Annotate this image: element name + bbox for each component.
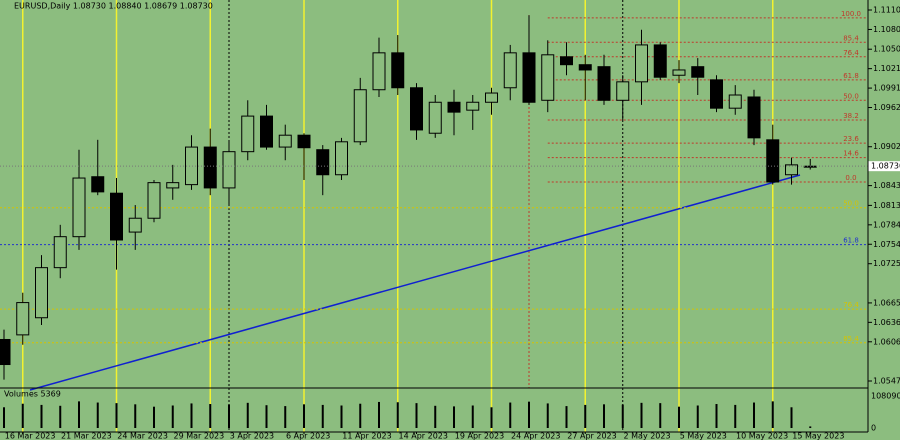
candle-body <box>147 182 161 219</box>
y-tick-label: 1.07840 <box>873 220 900 229</box>
candle-body <box>522 52 536 103</box>
y-tick-label: 1.10505 <box>873 45 900 54</box>
trendline <box>29 174 801 391</box>
candle-body <box>91 176 105 193</box>
y-tick-label: 1.09915 <box>873 84 900 93</box>
y-tick-label: 1.08435 <box>873 181 900 190</box>
candle-body <box>0 338 11 366</box>
x-tick-label: 27 Apr 2023 <box>567 432 616 440</box>
candle-body <box>166 182 180 189</box>
fib-label: 61.8 <box>843 237 859 245</box>
x-tick-label: 19 Apr 2023 <box>455 432 504 440</box>
fib-label: 0.0 <box>845 174 856 182</box>
chart-title: EURUSD,Daily 1.08730 1.08840 1.08679 1.0… <box>14 2 213 11</box>
candle-body <box>35 267 48 319</box>
x-tick-label: 10 May 2023 <box>736 432 788 440</box>
y-tick-label: 1.10805 <box>873 25 900 34</box>
fib-label: 76.4 <box>843 301 859 309</box>
candle-body <box>278 134 292 148</box>
fib-label: 76.4 <box>843 49 859 57</box>
volume-title: Volumes 5369 <box>4 390 61 399</box>
candle-body <box>335 141 348 176</box>
x-tick-label: 21 Mar 2023 <box>61 432 112 440</box>
fib-label: 23.6 <box>843 135 859 143</box>
x-tick-label: 6 Apr 2023 <box>286 432 330 440</box>
candle-body <box>353 89 367 143</box>
candle-body <box>691 66 705 78</box>
candle-body <box>391 52 405 89</box>
y-tick-label: 1.10210 <box>873 64 900 73</box>
y-tick-label: 1.05470 <box>873 377 900 386</box>
candle-body <box>672 69 686 76</box>
candle-body <box>260 115 273 148</box>
fib-label: 85.4 <box>843 335 859 343</box>
x-tick-label: 5 May 2023 <box>680 432 727 440</box>
candle-body <box>503 52 517 89</box>
candle-body <box>110 192 123 241</box>
x-tick-label: 24 Mar 2023 <box>117 432 168 440</box>
candle-body <box>728 94 742 109</box>
fib-label: 85.4 <box>843 34 859 42</box>
candle-body <box>653 44 667 78</box>
x-tick-label: 24 Apr 2023 <box>511 432 560 440</box>
candle-body <box>597 66 611 101</box>
candle-body <box>297 134 311 149</box>
x-tick-label: 14 Apr 2023 <box>399 432 448 440</box>
candle-body <box>185 146 198 186</box>
candle-body <box>203 146 217 189</box>
candle-body <box>541 54 555 101</box>
candle-body <box>560 56 573 66</box>
candle-body <box>128 217 142 233</box>
current-price-box <box>868 161 900 172</box>
current-price-label: 1.08730 <box>871 162 900 171</box>
y-tick-label: 1.07250 <box>873 259 900 268</box>
y-tick-label: 1.06065 <box>873 337 900 346</box>
candle-body <box>53 236 67 269</box>
fib-label: 38.2 <box>843 112 859 120</box>
candle-body <box>241 115 255 153</box>
x-tick-label: 15 May 2023 <box>792 432 844 440</box>
candle-body <box>372 52 386 91</box>
candle-body <box>485 92 498 103</box>
candle-body <box>466 101 480 111</box>
fib-label: 14.6 <box>843 150 859 158</box>
volume-tick-label: 108090 <box>871 392 900 401</box>
candle-body <box>16 302 30 336</box>
x-tick-label: 29 Mar 2023 <box>174 432 225 440</box>
y-tick-label: 1.08135 <box>873 201 900 210</box>
fib-label: 61.8 <box>843 72 859 80</box>
candle-body <box>578 64 592 71</box>
y-tick-label: 1.06360 <box>873 318 900 327</box>
y-tick-label: 1.11100 <box>873 6 900 15</box>
y-tick-label: 1.09025 <box>873 142 900 151</box>
volume-tick-label: 0 <box>871 424 876 433</box>
candle-body <box>785 164 798 176</box>
candle-body <box>747 96 761 139</box>
candle-body <box>316 149 330 176</box>
y-tick-label: 1.09620 <box>873 103 900 112</box>
fib-label: 50.0 <box>843 92 859 100</box>
fib-label: 50.0 <box>843 200 859 208</box>
candle-body <box>447 101 461 113</box>
candle-body <box>428 101 442 134</box>
fib-label: 100.0 <box>841 10 861 18</box>
candle-body <box>222 151 236 189</box>
x-tick-label: 16 Mar 2023 <box>5 432 56 440</box>
x-tick-label: 2 May 2023 <box>624 432 671 440</box>
candle-body <box>710 79 723 109</box>
y-tick-label: 1.07545 <box>873 240 900 249</box>
candle-body <box>635 44 648 83</box>
candle-body <box>766 139 780 183</box>
x-tick-label: 11 Apr 2023 <box>342 432 391 440</box>
candle-body <box>410 87 423 131</box>
marks: 1.11100 1.10805 1.10505 1.10210 1.09915 1.096… <box>0 6 900 440</box>
y-tick-label: 1.06655 <box>873 298 900 307</box>
x-tick-label: 3 Apr 2023 <box>230 432 274 440</box>
candle-body <box>616 81 630 101</box>
candle-body <box>72 177 86 238</box>
